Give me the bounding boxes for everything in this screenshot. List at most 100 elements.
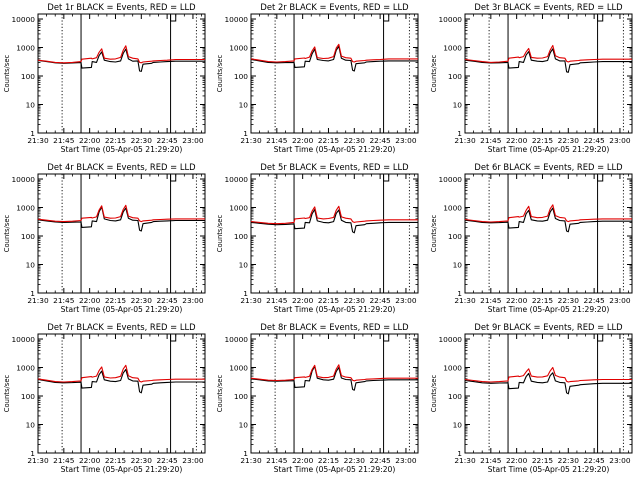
y-tick-label: 100 (234, 232, 248, 241)
x-tick-label: 21:30 (454, 456, 476, 465)
lld-series-line (464, 366, 632, 383)
y-tick-label: 1 (457, 129, 462, 138)
lld-series-line (37, 364, 205, 383)
detector-panel-7: Det 7r BLACK = Events, RED = LLD 1 10 100 10… (3, 322, 206, 474)
y-tick-label: 100 (448, 232, 462, 241)
y-axis-label: Counts/sec (216, 375, 224, 413)
x-tick-label: 22:15 (532, 456, 554, 465)
y-tick-label: 1000 (16, 364, 35, 373)
x-tick-label: 22:45 (156, 136, 178, 145)
x-axis-label: Start Time (05-Apr-05 21:29:20) (61, 145, 183, 154)
lld-series-line (37, 45, 205, 64)
x-tick-label: 22:00 (292, 456, 314, 465)
x-tick-label: 23:00 (609, 456, 631, 465)
lld-series-line (464, 44, 632, 63)
x-tick-label: 21:45 (266, 296, 288, 305)
y-tick-label: 10 (239, 261, 249, 270)
x-tick-label: 21:45 (480, 456, 502, 465)
x-axis-label: Start Time (05-Apr-05 21:29:20) (488, 145, 610, 154)
x-axis-label: Start Time (05-Apr-05 21:29:20) (274, 465, 396, 474)
lld-series-line (37, 204, 205, 223)
x-tick-label: 22:00 (506, 136, 528, 145)
x-tick-label: 22:15 (532, 296, 554, 305)
lld-series-line (464, 204, 632, 223)
x-tick-label: 22:45 (156, 296, 178, 305)
y-tick-label: 100 (448, 392, 462, 401)
x-axis-label: Start Time (05-Apr-05 21:29:20) (274, 305, 396, 314)
panel-title: Det 7r BLACK = Events, RED = LLD (47, 322, 195, 332)
x-tick-label: 22:15 (318, 296, 340, 305)
top-bracket-marker (383, 334, 390, 342)
x-axis-label: Start Time (05-Apr-05 21:29:20) (488, 305, 610, 314)
x-tick-label: 21:45 (480, 296, 502, 305)
y-tick-label: 1000 (16, 44, 35, 53)
y-axis-label: Counts/sec (216, 215, 224, 253)
top-bracket-marker (597, 14, 604, 22)
detector-panel-3: Det 3r BLACK = Events, RED = LLD 1 10 100 10… (430, 2, 633, 154)
plot-frame (464, 13, 633, 134)
y-tick-label: 10000 (438, 335, 462, 344)
y-axis-label: Counts/sec (3, 55, 11, 93)
y-tick-label: 100 (21, 392, 35, 401)
detector-panel-5: Det 5r BLACK = Events, RED = LLD 1 10 100 10… (216, 162, 419, 314)
x-tick-label: 22:30 (558, 296, 580, 305)
y-tick-label: 1000 (443, 364, 462, 373)
top-bracket-marker (170, 174, 177, 182)
y-tick-label: 10000 (224, 15, 248, 24)
x-tick-label: 22:30 (344, 136, 366, 145)
y-axis-label: Counts/sec (430, 375, 438, 413)
y-axis-label: Counts/sec (430, 215, 438, 253)
y-axis-label: Counts/sec (3, 375, 11, 413)
y-tick-label: 10 (26, 101, 36, 110)
y-tick-label: 10000 (438, 15, 462, 24)
x-tick-label: 22:45 (156, 456, 178, 465)
x-tick-label: 21:30 (454, 296, 476, 305)
plot-frame (250, 13, 419, 134)
events-series-line (37, 368, 205, 394)
x-tick-label: 22:00 (79, 296, 101, 305)
y-tick-label: 1000 (229, 364, 248, 373)
y-tick-label: 10000 (11, 335, 35, 344)
y-tick-label: 1000 (443, 44, 462, 53)
x-tick-label: 21:30 (240, 136, 262, 145)
x-tick-label: 21:30 (454, 136, 476, 145)
x-tick-label: 21:30 (27, 136, 49, 145)
y-tick-label: 1 (243, 289, 248, 298)
events-series-line (37, 206, 205, 232)
detector-panel-9: Det 9r BLACK = Events, RED = LLD 1 10 100 10… (430, 322, 633, 474)
x-axis-label: Start Time (05-Apr-05 21:29:20) (61, 305, 183, 314)
x-tick-label: 22:30 (558, 456, 580, 465)
panel-title: Det 9r BLACK = Events, RED = LLD (474, 322, 622, 332)
y-tick-label: 100 (234, 72, 248, 81)
x-tick-label: 22:45 (583, 136, 605, 145)
x-tick-label: 22:45 (369, 456, 391, 465)
x-tick-label: 22:45 (369, 296, 391, 305)
y-tick-label: 1000 (229, 204, 248, 213)
top-bracket-marker (597, 334, 604, 342)
x-tick-label: 22:00 (506, 296, 528, 305)
panel-title: Det 3r BLACK = Events, RED = LLD (474, 2, 622, 12)
top-bracket-marker (597, 174, 604, 182)
top-bracket-marker (170, 334, 177, 342)
detector-panel-8: Det 8r BLACK = Events, RED = LLD 1 10 100 10… (216, 322, 419, 474)
x-tick-label: 21:30 (240, 296, 262, 305)
lld-series-line (250, 43, 418, 63)
x-tick-label: 22:15 (532, 136, 554, 145)
x-tick-label: 21:45 (53, 136, 75, 145)
detector-panel-6: Det 6r BLACK = Events, RED = LLD 1 10 100 10… (430, 162, 633, 314)
detector-panel-2: Det 2r BLACK = Events, RED = LLD 1 10 100 10… (216, 2, 419, 154)
x-tick-label: 22:30 (131, 296, 153, 305)
y-tick-label: 1 (243, 129, 248, 138)
y-tick-label: 1 (30, 129, 35, 138)
y-tick-label: 10 (453, 101, 463, 110)
x-tick-label: 22:00 (506, 456, 528, 465)
x-tick-label: 22:30 (344, 296, 366, 305)
x-tick-label: 21:45 (53, 456, 75, 465)
y-tick-label: 1000 (443, 204, 462, 213)
y-axis-label: Counts/sec (216, 55, 224, 93)
y-tick-label: 10000 (438, 175, 462, 184)
y-axis-label: Counts/sec (430, 55, 438, 93)
x-tick-label: 22:45 (369, 136, 391, 145)
y-tick-label: 100 (21, 72, 35, 81)
plot-frame (37, 13, 206, 134)
